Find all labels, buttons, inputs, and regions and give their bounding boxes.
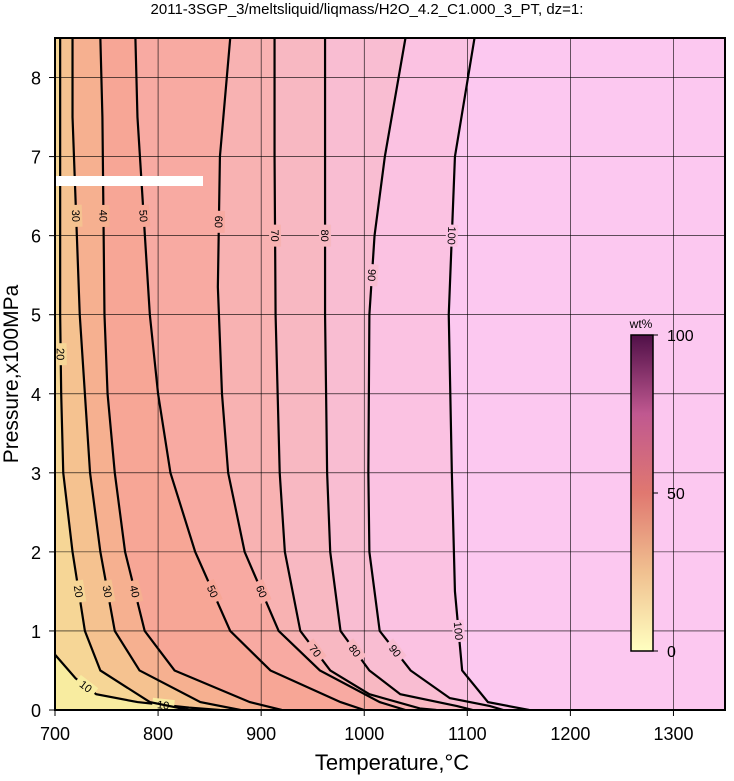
contour-line [447,38,530,710]
y-tick-label: 4 [31,385,41,405]
y-tick-label: 7 [31,148,41,168]
contour-label: 90 [386,643,403,660]
contour-label-bg [343,638,367,664]
contour-line [59,38,190,710]
contour-label-bg [451,619,466,643]
contour-label: 40 [96,210,108,222]
y-tick-label: 2 [31,543,41,563]
contour-label: 60 [253,584,269,600]
contour-label: 70 [268,229,280,241]
contour-label-group: 90 [365,263,379,287]
x-tick-label: 700 [40,724,70,744]
contour-label-group: 100 [444,224,459,247]
contour-label-bg [319,224,332,247]
contour-label-group: 80 [343,638,367,664]
contour-label-group: 100 [451,619,466,643]
y-tick-label: 5 [31,306,41,326]
contour-label-group: 50 [136,204,151,228]
contour-label-bg [251,578,272,604]
contour-fill [55,38,189,710]
contour-label-group: 30 [69,204,83,228]
x-tick-label: 1100 [448,724,487,744]
contour-label: 30 [100,584,114,598]
contour-line [55,653,221,710]
contour-label-bg [383,638,407,664]
contour-label-group: 40 [126,579,144,604]
contour-label: 50 [204,584,220,600]
colorbar [630,334,654,652]
contour-fill [55,38,282,710]
chart-title: 2011-3SGP_3/meltsliquid/liqmass/H2O_4.2_… [151,1,584,18]
x-tick-label: 900 [246,724,276,744]
contour-label-bg [97,204,110,227]
contour-label-bg [212,210,226,233]
contour-label-bg [126,579,144,604]
x-axis-label: Temperature,°C [315,750,469,775]
x-tick-label: 800 [143,724,173,744]
contour-label-group: 10 [73,674,99,698]
contour-label: 30 [69,210,81,223]
plot-area: 1010202030304040505060607070808090901001… [54,38,725,710]
y-tick-label: 0 [31,701,41,721]
x-tick-label: 1300 [653,724,693,744]
contour-label-group: 20 [54,343,67,366]
contour-label: 20 [71,585,85,599]
contour-label: 100 [451,621,465,640]
contour-label: 70 [306,643,323,660]
contour-label: 100 [444,226,457,245]
contour-label: 20 [54,348,66,360]
y-tick-label: 8 [31,69,41,89]
x-tick-label: 1200 [550,724,590,744]
contour-label-bg [268,224,282,247]
contour-label-group: 70 [268,224,282,247]
colorbar-tick-label: 100 [667,328,694,345]
contour-label-group: 80 [318,224,332,247]
contour-line [367,38,504,710]
contour-fill [55,38,365,710]
contour-label-bg [99,579,116,604]
contour-label-bg [202,578,223,604]
x-tick-label: 1000 [344,724,384,744]
contour-label-group: 40 [96,204,110,227]
contour-label: 50 [136,209,149,222]
contour-label-bg [365,263,379,287]
contour-label-bg [73,674,99,698]
contour-label-group: 30 [99,579,116,604]
contour-label-bg [69,204,83,228]
contour-label-bg [71,579,87,604]
contour-label: 90 [365,269,378,282]
contour-label-group: 60 [251,578,272,604]
contour-label-group: 60 [212,210,226,233]
contour-label: 40 [127,584,142,599]
y-tick-label: 3 [31,464,41,484]
colorbar-tick-label: 0 [667,644,676,661]
plot-frame [54,37,726,711]
contour-label-bg [55,343,67,366]
contour-label-group: 70 [303,638,327,664]
contour-label-bg [303,638,327,664]
y-tick-label: 1 [31,622,41,642]
contour-label-bg [445,224,459,247]
contour-label: 80 [318,230,330,242]
contour-label: 10 [77,679,94,696]
contour-label-group: 90 [383,638,407,664]
contour-label-group: 50 [202,578,223,604]
contour-label-bg [136,204,151,228]
contour-label-group: 20 [71,579,87,604]
contour-label: 80 [346,643,363,660]
y-axis-label: Pressure,x100MPa [0,284,23,463]
colorbar-tick-label: 50 [667,486,685,503]
colorbar-label: wt% [629,317,653,331]
y-tick-label: 6 [31,227,41,247]
white-bar [55,176,203,186]
contour-label: 60 [212,216,224,228]
